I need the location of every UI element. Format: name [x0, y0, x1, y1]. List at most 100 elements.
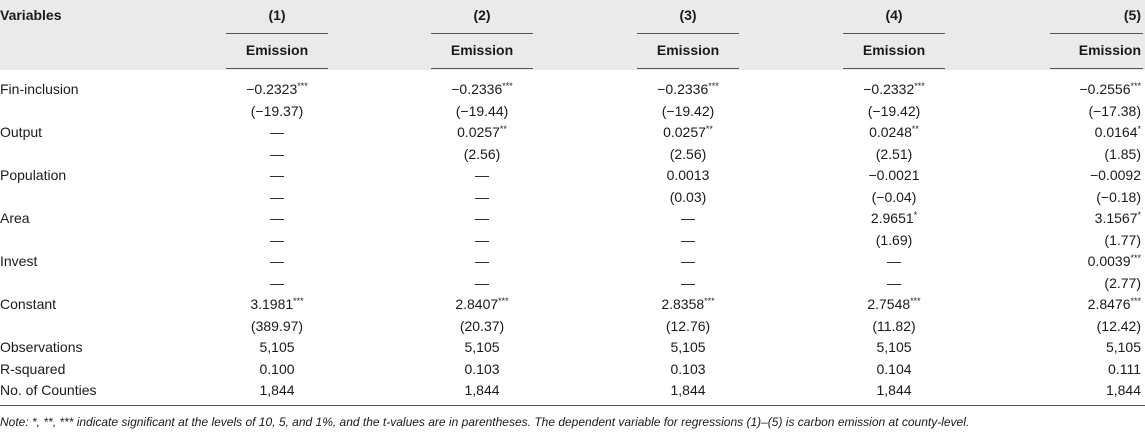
cell-value: 2.9651 — [870, 210, 914, 226]
cell-value: — — [270, 145, 284, 162]
cell-value: (11.82) — [872, 317, 916, 334]
table-cell: 0.100 — [259, 360, 294, 378]
column-number-header: (2) — [473, 7, 491, 23]
cell-value: — — [681, 231, 695, 248]
cell-value: 0.104 — [876, 360, 912, 377]
table-cell: (20.37) — [460, 317, 504, 335]
table-cell: — — [270, 123, 284, 141]
cell-value: 5,105 — [1105, 339, 1141, 355]
cell-value: 0.0257 — [457, 124, 500, 140]
cell-value: (389.97) — [250, 317, 304, 334]
table-cell: 2.8358*** — [661, 295, 714, 313]
cell-value: 5,105 — [259, 339, 295, 355]
significance-stars: *** — [704, 296, 715, 306]
cell-value: (2.77) — [1104, 274, 1141, 291]
table-cell: (−0.04) — [872, 188, 917, 206]
cell-value: — — [270, 274, 284, 291]
cell-value: (1.69) — [875, 231, 913, 248]
table-cell: −0.2336*** — [451, 80, 513, 98]
table-cell: 2.8407*** — [455, 295, 508, 313]
table-cell: — — [270, 231, 284, 249]
table-cell: — — [475, 209, 489, 227]
cell-value: −0.2336 — [657, 81, 709, 97]
cell-value: (−0.04) — [871, 188, 917, 205]
significance-stars: *** — [293, 296, 304, 306]
cell-value: 2.8358 — [661, 296, 705, 312]
header-band — [0, 0, 1145, 34]
table-cell: — — [270, 274, 284, 292]
cell-value: (−19.42) — [661, 102, 715, 119]
table-cell: (−19.44) — [456, 102, 509, 120]
cell-value: −0.2323 — [246, 81, 298, 97]
significance-stars: *** — [1130, 253, 1141, 263]
cell-value: (12.42) — [1096, 317, 1141, 334]
column-dependent-header: Emission — [1078, 42, 1141, 58]
cell-value: 1,844 — [1105, 382, 1141, 398]
cell-value: (12.76) — [665, 317, 711, 334]
cell-value: 3.1567 — [1094, 210, 1138, 226]
cell-value: (−0.18) — [1096, 188, 1141, 205]
table-cell: 0.0248** — [869, 123, 919, 141]
row-label: Observations — [0, 339, 83, 355]
cell-value: 1,844 — [876, 382, 912, 398]
significance-stars: * — [1137, 124, 1141, 134]
cell-value: — — [475, 210, 489, 226]
column-number-header: (4) — [885, 7, 903, 23]
cell-value: — — [475, 188, 489, 205]
cell-value: (−19.44) — [455, 102, 509, 119]
cell-value: −0.2556 — [1079, 81, 1131, 97]
cell-value: — — [270, 188, 284, 205]
table-cell: 1,844 — [670, 381, 705, 399]
cell-value: 2.7548 — [867, 296, 911, 312]
cell-value: 0.100 — [259, 360, 295, 377]
column-dependent-header: Emission — [450, 42, 514, 58]
cell-value: 1,844 — [670, 382, 706, 398]
cell-value: −0.0021 — [868, 167, 920, 183]
cell-value: — — [270, 124, 284, 140]
column-number-header: (3) — [679, 7, 697, 23]
table-cell: (−17.38) — [1088, 102, 1141, 120]
table-cell: 0.0164* — [1095, 123, 1141, 141]
table-cell: (1.85) — [1104, 145, 1141, 163]
cell-value: 2.8407 — [455, 296, 499, 312]
table-cell: (−19.42) — [868, 102, 921, 120]
cell-value: (20.37) — [459, 317, 505, 334]
table-cell: (−19.37) — [251, 102, 304, 120]
table-cell: 1,844 — [464, 381, 499, 399]
column-dependent-rule — [226, 68, 328, 69]
cell-value: — — [475, 231, 489, 248]
table-cell: — — [270, 252, 284, 270]
cell-value: 5,105 — [876, 339, 912, 355]
cell-value: −0.2336 — [451, 81, 503, 97]
significance-stars: *** — [1130, 296, 1141, 306]
cell-value: (1.85) — [1104, 145, 1141, 162]
column-dependent-rule — [637, 68, 739, 69]
table-cell: — — [270, 166, 284, 184]
column-dependent-rule — [1050, 68, 1143, 69]
cell-value: — — [681, 253, 695, 269]
cell-value: — — [475, 167, 489, 183]
column-number-rule — [1050, 33, 1143, 34]
table-cell: — — [475, 166, 489, 184]
table-cell: −0.2556*** — [1079, 80, 1141, 98]
table-cell: −0.0021 — [869, 166, 920, 184]
significance-stars: *** — [1130, 81, 1141, 91]
cell-value: — — [887, 253, 901, 269]
significance-stars: *** — [914, 81, 925, 91]
table-cell: 0.0257** — [663, 123, 713, 141]
significance-stars: ** — [911, 124, 919, 134]
cell-value: (−19.37) — [250, 102, 304, 119]
column-number-rule — [843, 33, 945, 34]
cell-value: 0.103 — [464, 360, 500, 377]
table-cell: (1.77) — [1104, 231, 1141, 249]
table-cell: — — [475, 274, 489, 292]
table-cell: −0.2323*** — [246, 80, 308, 98]
table-cell: — — [681, 252, 695, 270]
table-cell: — — [681, 209, 695, 227]
cell-value: — — [270, 231, 284, 248]
table-cell: (−19.42) — [662, 102, 715, 120]
cell-value: (1.77) — [1104, 231, 1141, 248]
column-number-header: (1) — [268, 7, 286, 23]
table-cell: 2.7548*** — [867, 295, 920, 313]
